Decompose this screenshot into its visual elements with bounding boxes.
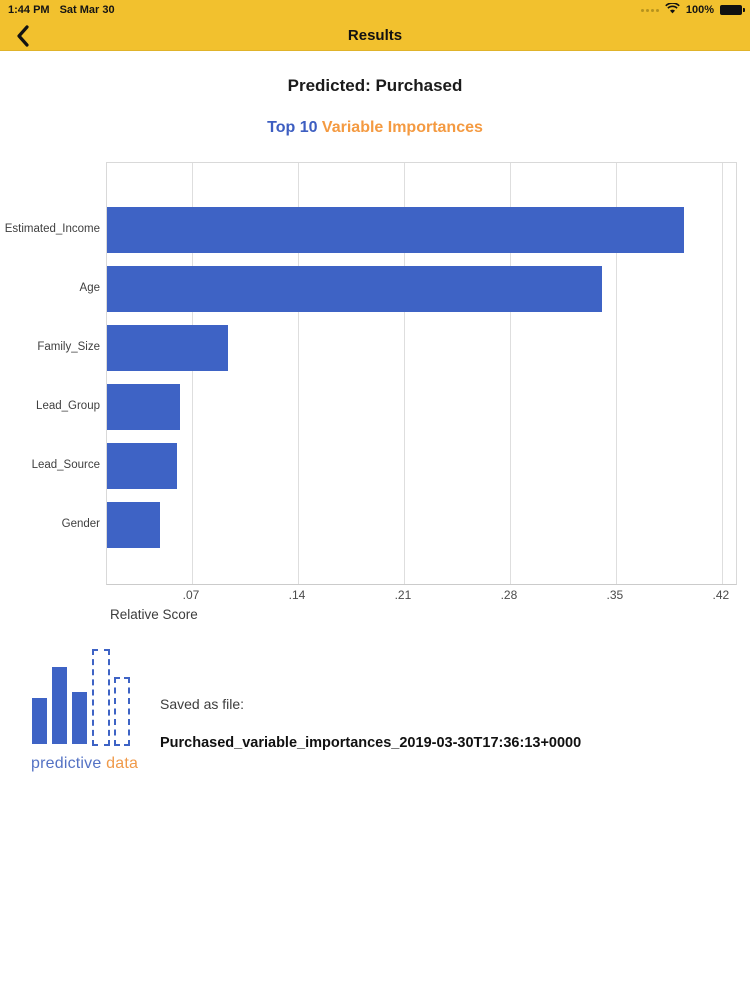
chart-title-variable-importances: Variable Importances	[317, 119, 483, 136]
x-tick-label: .14	[288, 588, 306, 602]
gridline	[615, 163, 617, 584]
battery-percent: 100%	[685, 4, 714, 16]
x-tick-label: .28	[500, 588, 518, 602]
category-label: Family_Size	[37, 341, 100, 353]
logo-word-data: data	[101, 755, 139, 772]
logo-bar-icon	[52, 667, 67, 744]
wifi-icon	[665, 2, 680, 17]
logo-bar-icon	[72, 692, 87, 744]
category-label: Lead_Source	[31, 459, 100, 471]
x-tick-label: .21	[394, 588, 412, 602]
gridline	[403, 163, 405, 584]
status-time: 1:44 PM	[8, 4, 50, 16]
saved-filename: Purchased_variable_importances_2019-03-3…	[160, 735, 582, 751]
x-tick-label: .07	[182, 588, 200, 602]
status-bar: 1:44 PM Sat Mar 30 100%	[0, 0, 750, 20]
x-tick-label: .42	[712, 588, 730, 602]
gridline	[297, 163, 299, 584]
category-label: Gender	[61, 518, 100, 530]
bar-chart-plot-area	[106, 162, 737, 585]
bar-lead_source	[107, 443, 177, 489]
status-date: Sat Mar 30	[59, 4, 115, 16]
chart-category-labels: Estimated_Income Age Family_Size Lead_Group…	[0, 162, 100, 585]
page-title: Results	[347, 26, 403, 44]
bar-age	[107, 266, 603, 312]
category-label: Estimated_Income	[4, 223, 100, 235]
bar-lead_group	[107, 384, 180, 430]
logo-wordmark: predictive data	[31, 755, 138, 773]
saved-as-label: Saved as file:	[160, 696, 245, 712]
logo-dashed-bar-icon	[114, 677, 130, 746]
back-button[interactable]	[10, 23, 36, 49]
gridline	[721, 163, 723, 584]
bar-gender	[107, 502, 161, 548]
logo-bar-icon	[32, 698, 47, 744]
chart-title: Top 10 Variable Importances	[0, 119, 750, 137]
battery-icon	[720, 5, 745, 15]
back-chevron-icon	[17, 25, 29, 47]
x-tick-label: .35	[606, 588, 624, 602]
gridline	[509, 163, 511, 584]
chart-title-top10: Top 10	[267, 119, 318, 136]
x-axis-title: Relative Score	[110, 607, 198, 622]
gridline	[191, 163, 193, 584]
bar-family_size	[107, 325, 229, 371]
predictive-data-logo: predictive data	[30, 648, 140, 773]
prediction-heading: Predicted: Purchased	[287, 76, 463, 95]
category-label: Age	[79, 282, 100, 294]
logo-word-predictive: predictive	[31, 755, 102, 772]
bar-estimated_income	[107, 207, 685, 253]
cellular-signal-icon	[640, 8, 659, 12]
logo-dashed-bar-icon	[92, 649, 110, 746]
category-label: Lead_Group	[36, 400, 100, 412]
navigation-bar: Results	[0, 20, 750, 51]
